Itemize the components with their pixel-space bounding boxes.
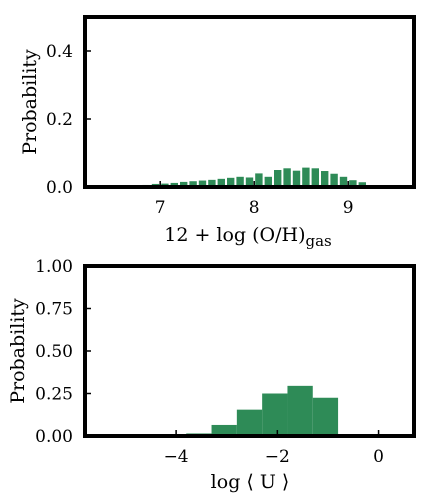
metallicity-bar-4 [170, 182, 178, 187]
ionization-y-axis-label: Probability [7, 298, 29, 404]
ionization-y-tick-label-0: 0.00 [35, 427, 73, 447]
metallicity-bar-16 [283, 168, 291, 187]
metallicity-bar-22 [339, 176, 348, 187]
metallicity-bar-12 [245, 177, 254, 187]
metallicity-x-axis-label-subscript: gas [306, 232, 332, 250]
metallicity-bar-14 [264, 176, 272, 187]
ionization-bar-4 [262, 393, 288, 436]
ionization-bar-3 [236, 409, 263, 436]
ionization-x-tick-label-0: −4 [164, 447, 189, 467]
metallicity-histogram-bars [133, 167, 366, 187]
metallicity-y-tick-label-2: 0.4 [46, 42, 73, 62]
metallicity-bar-23 [349, 180, 357, 187]
metallicity-bar-19 [311, 168, 319, 187]
metallicity-panel: 7 8 9 0.0 0.2 0.4 Probability 12 + log (O/H)… [19, 15, 416, 250]
metallicity-bar-5 [180, 181, 188, 187]
metallicity-x-tick-label-0: 7 [155, 198, 166, 218]
metallicity-y-ticks: 0.0 0.2 0.4 [46, 42, 91, 198]
metallicity-bar-18 [302, 167, 310, 187]
ionization-y-tick-label-4: 1.00 [35, 257, 73, 277]
ionization-bar-5 [287, 385, 313, 436]
ionization-y-tick-label-3: 0.75 [35, 300, 73, 320]
ionization-histogram-bars [160, 385, 339, 436]
ionization-x-ticks: −4 −2 0 [164, 430, 384, 467]
metallicity-y-tick-label-1: 0.2 [46, 110, 73, 130]
metallicity-bar-15 [274, 170, 282, 187]
ionization-y-tick-label-1: 0.25 [35, 385, 73, 405]
ionization-y-ticks: 0.00 0.25 0.50 0.75 1.00 [35, 257, 91, 447]
metallicity-x-axis-label-main: 12 + log (O/H) [164, 224, 305, 246]
metallicity-y-axis-label: Probability [19, 49, 41, 155]
metallicity-bar-17 [292, 170, 301, 187]
ionization-x-tick-label-2: 0 [373, 447, 384, 467]
metallicity-bar-9 [217, 178, 225, 187]
metallicity-bar-6 [189, 181, 197, 187]
ionization-bar-6 [312, 397, 339, 436]
metallicity-y-tick-label-0: 0.0 [46, 178, 73, 198]
metallicity-bar-21 [330, 173, 338, 187]
metallicity-bar-24 [358, 182, 366, 187]
metallicity-bar-13 [255, 173, 263, 187]
metallicity-bar-8 [208, 179, 216, 187]
ionization-plot-frame [83, 264, 416, 438]
metallicity-bar-7 [198, 180, 207, 187]
ionization-bar-2 [211, 424, 237, 436]
metallicity-bar-11 [236, 176, 244, 187]
ionization-x-tick-label-1: −2 [265, 447, 290, 467]
metallicity-plot-frame [83, 15, 416, 189]
metallicity-bar-10 [227, 177, 235, 187]
metallicity-x-tick-label-2: 9 [343, 198, 354, 218]
metallicity-x-axis-label: 12 + log (O/H)gas [164, 224, 332, 250]
ionization-y-tick-label-2: 0.50 [35, 342, 73, 362]
metallicity-bar-20 [321, 171, 329, 187]
metallicity-x-tick-label-1: 8 [249, 198, 260, 218]
ionization-panel: −4 −2 0 0.00 0.25 0.50 0.75 1.00 Probability l… [7, 257, 416, 493]
ionization-x-axis-label: log ⟨ U ⟩ [211, 471, 290, 493]
